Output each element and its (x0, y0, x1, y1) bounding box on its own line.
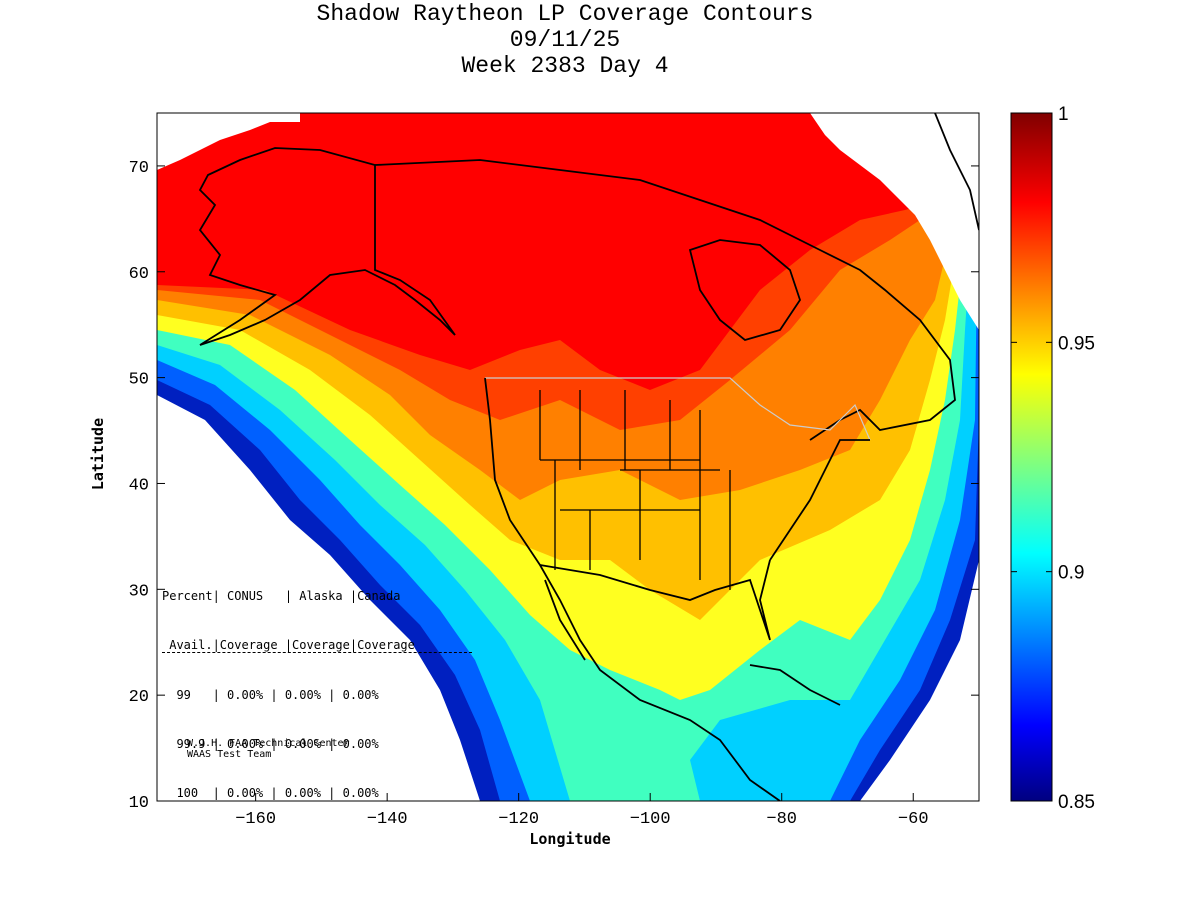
coastlines (198, 113, 979, 801)
hudson-bay (688, 239, 801, 341)
east-coast (769, 439, 870, 561)
x-axis-label: Longitude (529, 830, 611, 848)
coverage-table: Percent| CONUS | Alaska |Canada Avail.|C… (162, 561, 472, 814)
x-tick-label: −60 (898, 810, 929, 829)
y-tick-label: 30 (129, 582, 149, 601)
canada-coast (374, 159, 956, 441)
y-tick-label: 60 (129, 265, 149, 284)
colorbar-tick-label: 0.9 (1058, 563, 1084, 584)
y-axis-label: Latitude (89, 417, 108, 491)
gulf-coast (539, 559, 771, 641)
coverage-contours (157, 113, 979, 801)
y-tick-label: 70 (129, 159, 149, 178)
chart-date: 09/11/25 (509, 27, 621, 53)
state-borders (539, 390, 731, 590)
baja (544, 579, 586, 661)
chart-week-day: Week 2383 Day 4 (461, 53, 669, 79)
credit-block: W.J.H. FAA Technical Center WAAS Test Te… (187, 738, 350, 760)
chart-title: Shadow Raytheon LP Coverage Contours (316, 1, 814, 27)
x-tick-label: −140 (367, 810, 408, 829)
y-tick-label: 20 (129, 688, 149, 707)
conus-west-coast (484, 377, 781, 801)
colorbar-tick-label: 0.95 (1058, 333, 1095, 354)
x-tick-label: −160 (235, 810, 276, 829)
credit-line-2: WAAS Test Team (187, 749, 272, 760)
greenland-edge (934, 113, 979, 231)
alaska-coast (198, 147, 456, 346)
y-axis-ticks: 10 20 30 40 50 60 70 (129, 159, 979, 813)
colorbar (1010, 112, 1053, 802)
x-tick-label: −120 (498, 810, 539, 829)
table-header-2: Avail.|Coverage |Coverage|Coverage (162, 638, 472, 653)
colorbar-tick-label: 1 (1058, 104, 1069, 125)
y-tick-label: 40 (129, 476, 149, 495)
table-row: 99.9 | 0.00% | 0.00% | 0.00% (162, 737, 379, 751)
unsampled-area-left (157, 113, 300, 170)
x-tick-label: −100 (630, 810, 671, 829)
contour-red (157, 113, 979, 390)
colorbar-ticks: 1 0.95 0.9 0.85 (1011, 104, 1095, 813)
cuba (749, 664, 841, 706)
x-tick-label: −80 (766, 810, 797, 829)
plot-frame (156, 112, 980, 802)
table-header-1: Percent| CONUS | Alaska |Canada (162, 589, 401, 603)
table-row: 99 | 0.00% | 0.00% | 0.00% (162, 688, 379, 702)
x-axis-ticks: −160 −140 −120 −100 −80 −60 (235, 793, 929, 829)
us-canada-border (485, 377, 871, 441)
credit-line-1: W.J.H. FAA Technical Center (187, 738, 350, 749)
unsampled-area-right (810, 113, 979, 330)
colorbar-tick-label: 0.85 (1058, 792, 1095, 813)
y-tick-label: 50 (129, 371, 149, 390)
table-row: 100 | 0.00% | 0.00% | 0.00% (162, 786, 379, 800)
y-tick-label: 10 (129, 794, 149, 813)
